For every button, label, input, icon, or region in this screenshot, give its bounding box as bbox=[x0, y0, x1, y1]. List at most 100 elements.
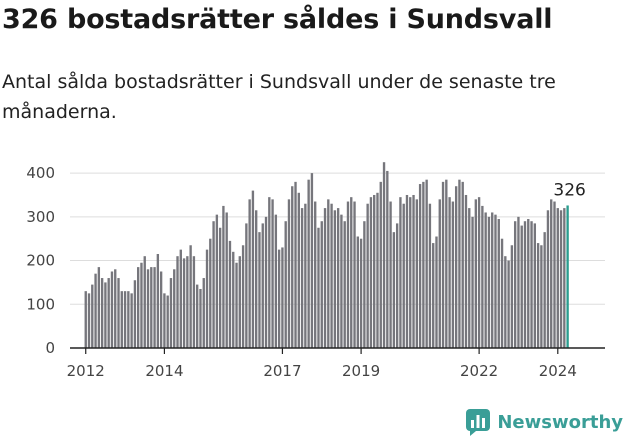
bar bbox=[291, 186, 294, 348]
bar bbox=[314, 201, 317, 348]
bar bbox=[133, 280, 137, 348]
bar bbox=[543, 232, 546, 348]
bar bbox=[350, 197, 353, 348]
y-tick-label: 300 bbox=[26, 208, 55, 226]
bar bbox=[150, 267, 153, 348]
bar bbox=[97, 267, 101, 348]
bar bbox=[114, 269, 117, 348]
bar bbox=[330, 203, 333, 348]
bar bbox=[359, 238, 363, 348]
bar bbox=[228, 240, 232, 348]
bar bbox=[202, 278, 205, 348]
page-subtitle: Antal sålda bostadsrätter i Sundsvall un… bbox=[2, 71, 556, 123]
bar bbox=[428, 203, 432, 348]
bar bbox=[336, 208, 340, 348]
bar bbox=[418, 184, 422, 348]
bar bbox=[550, 199, 553, 348]
bar bbox=[484, 212, 487, 348]
bar bbox=[382, 162, 386, 348]
bar bbox=[527, 219, 530, 348]
bar bbox=[120, 291, 123, 348]
bar bbox=[196, 284, 199, 348]
bar bbox=[481, 205, 484, 348]
bar bbox=[477, 197, 481, 348]
bar bbox=[107, 278, 110, 348]
bar bbox=[300, 208, 304, 348]
x-tick-label: 2024 bbox=[539, 362, 577, 380]
bar bbox=[494, 214, 497, 348]
bar bbox=[461, 181, 464, 348]
x-tick-label: 2022 bbox=[460, 362, 498, 380]
bar bbox=[343, 221, 346, 348]
bar bbox=[268, 197, 271, 348]
bar bbox=[310, 173, 314, 348]
bar bbox=[412, 194, 415, 348]
bar bbox=[222, 205, 225, 348]
y-tick-label: 400 bbox=[26, 164, 55, 182]
bar bbox=[209, 238, 212, 348]
bar bbox=[333, 210, 337, 348]
bar bbox=[468, 208, 471, 348]
bar bbox=[464, 194, 468, 348]
bar bbox=[448, 197, 451, 348]
x-tick-label: 2017 bbox=[263, 362, 301, 380]
bar bbox=[281, 247, 284, 348]
bar bbox=[510, 245, 514, 348]
bar bbox=[517, 216, 520, 348]
y-tick-label: 0 bbox=[45, 339, 55, 357]
bar bbox=[317, 227, 320, 348]
bar bbox=[392, 232, 396, 348]
bar bbox=[356, 236, 359, 348]
bar bbox=[255, 210, 258, 348]
bar bbox=[140, 262, 143, 348]
bar bbox=[307, 179, 310, 348]
bar bbox=[173, 269, 176, 348]
bar bbox=[241, 245, 245, 348]
bar bbox=[153, 267, 156, 348]
bar bbox=[471, 216, 474, 348]
bar bbox=[238, 256, 241, 348]
bar bbox=[559, 210, 563, 348]
bar bbox=[474, 199, 477, 348]
bar bbox=[386, 170, 389, 348]
bar bbox=[540, 245, 543, 348]
bar bbox=[353, 201, 356, 348]
bar bbox=[251, 190, 255, 348]
bar bbox=[215, 214, 219, 348]
bar bbox=[192, 256, 196, 348]
bar bbox=[399, 197, 402, 348]
bar bbox=[166, 295, 169, 348]
bar bbox=[284, 221, 287, 348]
bar bbox=[363, 221, 366, 348]
bar bbox=[248, 199, 251, 348]
bar bbox=[395, 223, 399, 348]
bar bbox=[504, 256, 507, 348]
bar bbox=[143, 256, 146, 348]
bar bbox=[323, 208, 327, 348]
bar bbox=[104, 282, 107, 348]
bar bbox=[130, 293, 133, 348]
bar bbox=[258, 232, 261, 348]
bar bbox=[274, 214, 278, 348]
bar bbox=[553, 201, 556, 348]
bar bbox=[500, 238, 504, 348]
bar bbox=[186, 256, 189, 348]
bar bbox=[163, 293, 166, 348]
bar bbox=[294, 181, 297, 348]
bar bbox=[563, 208, 566, 348]
bar bbox=[415, 199, 418, 348]
bar bbox=[530, 221, 533, 348]
bar bbox=[373, 194, 376, 348]
y-tick-label: 100 bbox=[26, 295, 55, 313]
bar bbox=[379, 181, 382, 348]
x-tick-label: 2019 bbox=[342, 362, 380, 380]
bar bbox=[189, 245, 192, 348]
bar bbox=[389, 201, 392, 348]
bar bbox=[123, 291, 127, 348]
bar bbox=[491, 212, 494, 348]
bar bbox=[304, 203, 307, 348]
bar bbox=[232, 251, 235, 348]
bar bbox=[159, 271, 163, 348]
bar bbox=[536, 243, 540, 348]
bar bbox=[320, 221, 323, 348]
